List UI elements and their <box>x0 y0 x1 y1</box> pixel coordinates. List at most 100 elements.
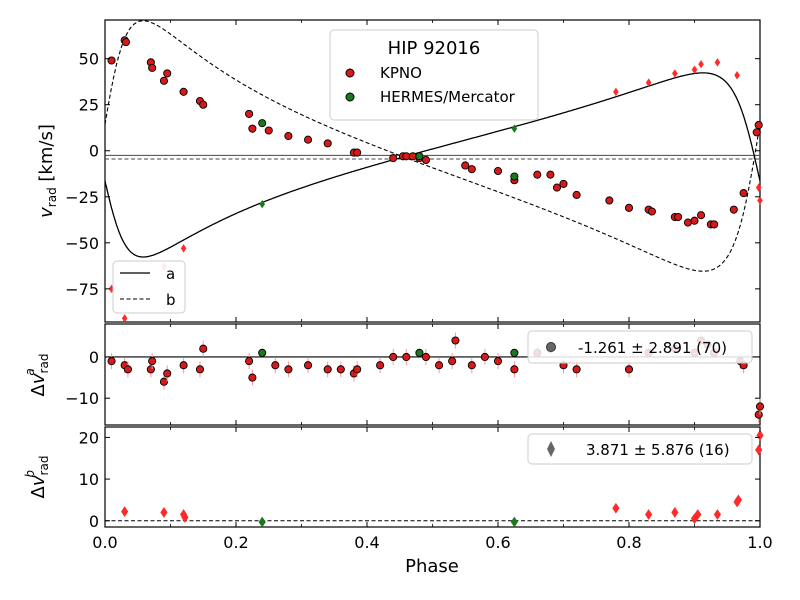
kpno-a-point <box>493 166 503 176</box>
resid-a-kpno-point <box>271 361 280 370</box>
resid-b-kpno-point <box>181 512 189 523</box>
resid-a-kpno-point <box>107 357 116 366</box>
resid-b-kpno-point <box>734 494 742 506</box>
x-tick-label: 0.8 <box>616 533 641 552</box>
y-axis-label-resid-a: Δvrada <box>23 354 51 397</box>
y-tick-label: 0 <box>89 142 99 161</box>
y-tick-label: 0 <box>89 348 99 367</box>
resid-a-hermes-point <box>415 348 424 357</box>
kpno-a-point <box>461 161 470 170</box>
kpno-a-point <box>248 124 257 133</box>
hermes-a-point <box>510 172 519 181</box>
y-axis-label-resid-b: Δvradb <box>23 456 51 499</box>
resid-a-hermes-point <box>258 348 267 357</box>
x-tick-label: 0.2 <box>223 533 248 552</box>
resid-a-kpno-point <box>159 377 168 386</box>
y-tick-label: 0 <box>89 512 99 531</box>
kpno-a-point <box>284 131 293 141</box>
summary-a-marker <box>546 342 556 352</box>
kpno-a-point <box>353 148 362 157</box>
kpno-a-point <box>303 135 313 144</box>
resid-a-kpno-point <box>199 344 208 353</box>
kpno-b-point <box>757 196 763 205</box>
kpno-a-point <box>674 212 683 222</box>
legend-lines: a b <box>112 260 186 314</box>
resid-a-kpno-point <box>480 352 489 362</box>
kpno-a-point <box>683 218 693 227</box>
kpno-a-point <box>163 69 172 78</box>
resid-b-kpno-point <box>160 507 168 518</box>
resid-a-kpno-point <box>336 365 345 374</box>
resid-a-kpno-point <box>284 365 293 374</box>
resid-a-kpno-point <box>146 365 155 374</box>
axis-ticks: 0.0 0.2 0.4 0.6 0.8 1.0 50 25 0 −25 −50 −75 0 −10 20 10… <box>65 20 773 552</box>
x-axis-label: Phase <box>405 556 459 577</box>
resid-a-kpno-point <box>148 357 157 366</box>
resid-b-kpno-point <box>612 502 620 514</box>
summary-b-marker <box>547 441 555 457</box>
resid-a-kpno-point <box>434 361 444 370</box>
resid-a-kpno-point <box>510 365 519 374</box>
kpno-a-point <box>690 216 699 225</box>
legend-top: HIP 92016 KPNO HERMES/Mercator <box>329 29 539 121</box>
resid-a-kpno-point <box>195 365 205 374</box>
kpno-a-point <box>647 207 656 216</box>
kpno-a-point <box>572 190 581 199</box>
kpno-a-point <box>199 100 208 109</box>
resid-a-kpno-point <box>448 357 457 366</box>
kpno-a-point <box>159 76 168 85</box>
kpno-b-point <box>691 65 698 74</box>
resid-a-kpno-point <box>755 402 765 411</box>
data-marks <box>107 36 765 528</box>
kpno-b-point <box>121 314 128 323</box>
y-tick-label: 25 <box>79 96 99 115</box>
hermes-a-point <box>415 152 424 161</box>
legend-line-b-label: b <box>166 291 176 309</box>
resid-a-kpno-point <box>376 361 385 370</box>
resid-a-kpno-point <box>323 365 332 374</box>
legend-title: HIP 92016 <box>388 38 481 59</box>
resid-a-kpno-point <box>624 365 634 374</box>
model-curve-a <box>104 72 761 258</box>
x-tick-label: 0.4 <box>354 533 379 552</box>
kpno-a-point <box>179 87 188 96</box>
resid-a-kpno-point <box>303 361 313 370</box>
hermes-a-point <box>258 119 267 128</box>
kpno-b-point <box>714 58 721 67</box>
kpno-b-point <box>645 78 652 87</box>
kpno-a-point <box>533 170 542 179</box>
kpno-b-point <box>734 71 740 80</box>
resid-a-kpno-point <box>451 336 460 345</box>
kpno-a-point <box>552 183 562 192</box>
resid-b-kpno-point <box>645 509 653 520</box>
resid-a-kpno-point <box>179 361 188 370</box>
kpno-a-point <box>710 220 719 229</box>
resid-a-kpno-point <box>163 369 172 378</box>
kpno-b-point <box>613 87 619 97</box>
resid-b-kpno-point <box>756 429 764 441</box>
legend-hermes-marker <box>345 92 355 102</box>
kpno-a-point <box>559 179 568 188</box>
resid-b-hermes-point <box>510 516 518 528</box>
resid-a-kpno-point <box>248 373 257 382</box>
resid-b-kpno-point <box>671 507 679 518</box>
kpno-b-point <box>755 183 762 192</box>
kpno-a-point <box>729 205 738 214</box>
resid-a-kpno-point <box>123 365 132 374</box>
kpno-a-point <box>697 211 706 220</box>
legend-kpno-label: KPNO <box>380 64 422 82</box>
kpno-a-point <box>605 196 614 205</box>
kpno-a-point <box>148 63 157 72</box>
kpno-a-point <box>754 120 763 130</box>
x-tick-label: 0.0 <box>92 533 117 552</box>
kpno-a-point <box>421 155 431 165</box>
kpno-a-point <box>121 38 131 47</box>
resid-a-hermes-point <box>510 348 519 357</box>
x-tick-label: 1.0 <box>747 533 772 552</box>
kpno-a-point <box>739 189 748 198</box>
resid-a-kpno-point <box>421 352 431 362</box>
kpno-a-point <box>245 109 254 118</box>
resid-b-kpno-point <box>755 444 763 456</box>
summary-b-text: 3.871 ± 5.876 (16) <box>586 441 730 459</box>
